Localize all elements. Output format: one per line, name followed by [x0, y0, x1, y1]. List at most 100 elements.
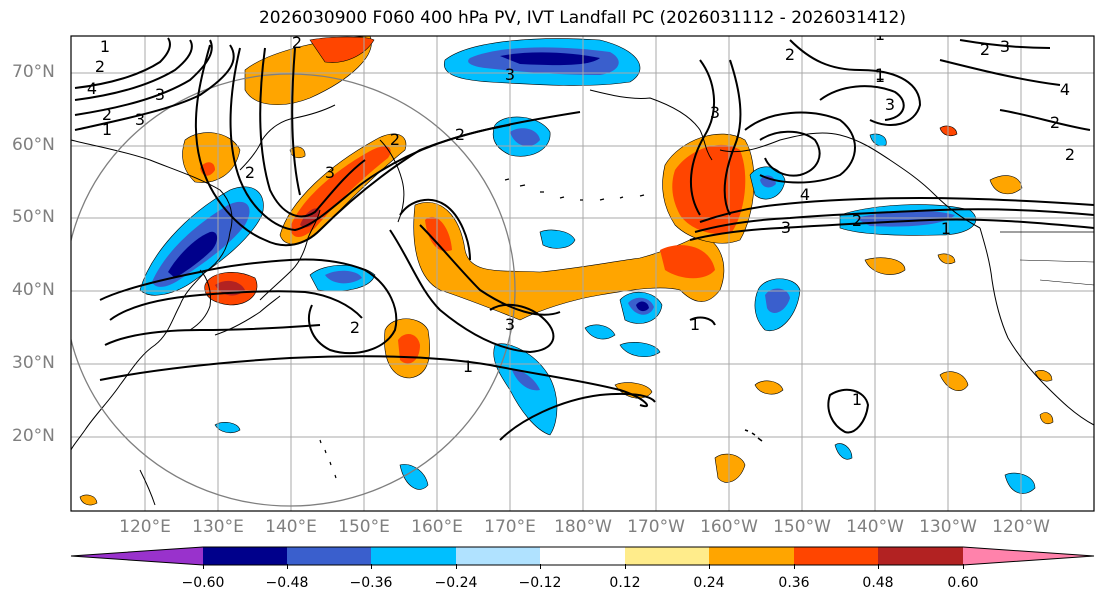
lat-label: 40°N — [12, 280, 55, 300]
ivt-contour-line — [74, 39, 193, 101]
colorbar-tick-label: −0.12 — [518, 575, 562, 591]
ivt-contour-line — [74, 37, 171, 89]
lon-label: 140°E — [265, 517, 317, 537]
contour-label: 2 — [102, 105, 112, 124]
colorbar-segment — [287, 547, 371, 565]
lon-label: 120°W — [992, 517, 1050, 537]
range-circle — [71, 73, 516, 507]
ivt-contour-line — [723, 59, 742, 216]
ivt-contour-line — [689, 316, 716, 326]
na-border — [1039, 279, 1094, 286]
contour-label: 1 — [875, 65, 885, 84]
ivt-contour-line — [291, 47, 301, 196]
island-chain — [319, 439, 337, 479]
colorbar-tick-label: 0.24 — [693, 575, 725, 591]
ivt-contour-line — [419, 224, 561, 316]
contour-label: 3 — [885, 95, 895, 114]
lon-label: 180°W — [554, 517, 612, 537]
pv-shading — [79, 36, 1054, 506]
contour-labels: 1 2 3 4 2 3 2 2 3 2 2 1 3 3 2 1 3 1 2 4 … — [87, 25, 1075, 409]
lon-label: 160°W — [700, 517, 758, 537]
negative-anomaly-area — [500, 52, 600, 66]
colorbar-tick — [540, 564, 541, 569]
positive-anomaly-area — [714, 453, 746, 483]
negative-anomaly-area — [399, 464, 429, 490]
colorbar-segment — [709, 547, 794, 565]
contour-label: 2 — [292, 33, 302, 52]
ivt-contour-line — [699, 196, 1094, 223]
lon-label: 120°E — [119, 517, 171, 537]
ivt-contour-line — [999, 109, 1091, 131]
contour-label: 3 — [155, 85, 165, 104]
ivt-contour-line — [689, 218, 1094, 241]
contour-label: 2 — [1065, 145, 1075, 164]
contour-label: 2 — [95, 57, 105, 76]
colorbar-segment — [625, 547, 709, 565]
lon-label: 160°E — [411, 517, 463, 537]
lat-label: 60°N — [12, 135, 55, 155]
ivt-contour-line — [689, 59, 716, 216]
lon-label: 150°E — [338, 517, 390, 537]
ivt-contour-line — [399, 198, 471, 261]
colorbar-tick-label: 0.48 — [862, 575, 894, 591]
colorbar-tick-label: 0.12 — [609, 575, 641, 591]
ivt-contour-line — [499, 392, 656, 441]
lat-label: 30°N — [12, 353, 55, 373]
contour-label: 4 — [1060, 80, 1070, 99]
aleutian-islands — [504, 178, 645, 201]
contour-label: 1 — [690, 315, 700, 334]
contour-label: 2 — [455, 125, 465, 144]
ivt-contour-line — [74, 39, 213, 116]
ivt-contours — [74, 37, 1094, 441]
ivt-contour-line — [99, 355, 648, 408]
negative-anomaly-area — [760, 175, 776, 188]
negative-anomaly-area — [1004, 472, 1036, 494]
colorbar-tick-label: 0.60 — [947, 575, 979, 591]
graticule — [71, 36, 1094, 511]
lon-label: 150°W — [773, 517, 831, 537]
kamchatka-coastline — [379, 139, 405, 223]
contour-label: 1 — [875, 25, 885, 44]
contour-label: 2 — [1050, 113, 1060, 132]
ivt-contour-line — [229, 47, 511, 232]
contour-label: 3 — [505, 315, 515, 334]
contour-label: 3 — [135, 110, 145, 129]
colorbar — [70, 546, 1095, 566]
asia-coastline — [71, 139, 233, 451]
negative-anomaly-area — [765, 288, 790, 313]
colorbar-tick — [963, 564, 964, 569]
contour-label: 1 — [463, 357, 473, 376]
ivt-contour-line — [939, 59, 1061, 86]
contour-label: 1 — [941, 219, 951, 238]
ivt-contour-line — [827, 388, 870, 434]
lon-label: 170°W — [627, 517, 685, 537]
positive-anomaly-area — [754, 380, 784, 395]
colorbar-tick-label: 0.36 — [778, 575, 810, 591]
lon-label: 140°W — [846, 517, 904, 537]
contour-label: 2 — [980, 40, 990, 59]
colorbar-tick — [287, 564, 288, 569]
japan-coastline — [259, 209, 321, 301]
ivt-contour-line — [259, 47, 366, 218]
colorbar-tick-label: −0.60 — [181, 575, 225, 591]
colorbar-tick — [625, 564, 626, 569]
contour-label: 2 — [350, 318, 360, 337]
map-frame — [70, 35, 1095, 512]
contour-label: 4 — [87, 79, 97, 98]
ivt-contour-line — [389, 229, 555, 354]
asia-coastline — [239, 104, 336, 171]
na-border — [1019, 259, 1094, 263]
contour-label: 4 — [800, 185, 810, 204]
philippines-coastline — [139, 469, 156, 506]
lon-label: 130°W — [919, 517, 977, 537]
negative-anomaly-area — [214, 421, 241, 434]
negative-anomaly-area — [619, 342, 661, 358]
positive-anomaly-area — [937, 253, 956, 265]
contour-label: 3 — [325, 163, 335, 182]
negative-anomaly-area — [510, 128, 540, 147]
contour-label: 2 — [390, 130, 400, 149]
lat-label: 20°N — [12, 426, 55, 446]
alaska-coastline — [589, 89, 713, 161]
ivt-contour-line — [99, 258, 398, 355]
